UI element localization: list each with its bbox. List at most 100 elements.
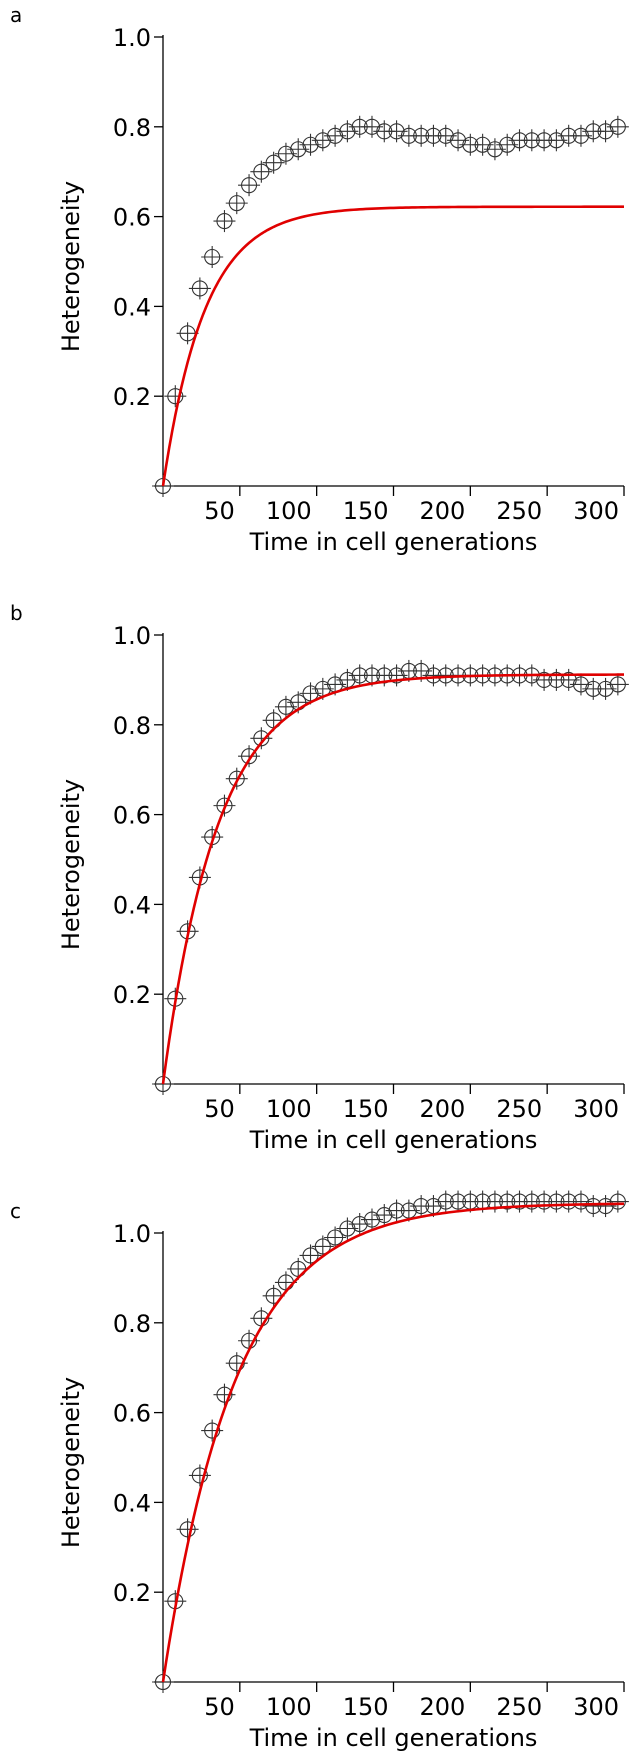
- data-marker: [486, 141, 503, 158]
- data-marker: [253, 730, 270, 747]
- data-marker: [609, 118, 626, 135]
- data-point: [299, 1244, 322, 1267]
- data-point: [569, 1190, 592, 1213]
- data-point: [274, 695, 297, 718]
- fit-curve: [161, 205, 624, 487]
- data-marker: [609, 1193, 626, 1210]
- data-marker: [302, 136, 319, 153]
- y-tick-label: 0.8: [113, 712, 151, 740]
- data-marker: [228, 770, 245, 787]
- data-point: [299, 682, 322, 705]
- data-marker: [376, 1206, 393, 1224]
- data-point: [324, 1226, 347, 1249]
- data-point: [594, 1195, 617, 1218]
- x-tick-label: 200: [420, 1095, 466, 1123]
- data-point: [324, 124, 347, 147]
- data-point: [594, 677, 617, 700]
- x-tick-label: 150: [343, 1693, 389, 1721]
- data-marker: [265, 154, 282, 171]
- x-tick-label: 250: [496, 497, 542, 525]
- data-marker: [572, 127, 590, 144]
- data-marker: [597, 123, 614, 140]
- data-point: [311, 129, 334, 152]
- data-marker: [499, 136, 516, 153]
- y-tick-label: 0.8: [113, 114, 151, 142]
- data-marker: [609, 676, 626, 693]
- y-tick-label: 0.6: [113, 204, 151, 232]
- data-marker: [204, 248, 221, 266]
- data-point: [373, 1204, 396, 1227]
- data-point: [262, 151, 285, 174]
- x-tick-label: 50: [204, 1095, 235, 1123]
- data-point: [385, 664, 408, 687]
- data-point: [360, 1208, 383, 1231]
- data-marker: [597, 680, 614, 697]
- y-tick-label: 0.4: [113, 293, 151, 321]
- y-tick-label: 1.0: [113, 622, 151, 650]
- data-marker: [216, 213, 233, 230]
- data-marker: [179, 1521, 196, 1538]
- data-marker: [241, 177, 258, 194]
- x-tick-label: 150: [343, 1095, 389, 1123]
- data-marker: [351, 1215, 368, 1233]
- x-tick-label: 100: [266, 1095, 312, 1123]
- data-point: [238, 174, 261, 197]
- x-tick-label: 50: [204, 1693, 235, 1721]
- data-marker: [363, 1211, 381, 1228]
- data-point: [225, 1352, 248, 1375]
- data-marker: [228, 195, 245, 212]
- data-point: [606, 115, 629, 138]
- data-point: [360, 115, 383, 138]
- data-point: [348, 1213, 371, 1236]
- data-marker: [560, 671, 577, 688]
- data-point: [594, 120, 617, 143]
- x-tick-label: 250: [496, 1095, 542, 1123]
- data-point: [225, 192, 248, 215]
- panel-label: b: [10, 601, 23, 625]
- y-tick-label: 0.8: [113, 1310, 151, 1338]
- data-point: [213, 1383, 236, 1406]
- x-tick-label: 200: [420, 1693, 466, 1721]
- data-point: [188, 1464, 211, 1487]
- data-point: [250, 160, 273, 183]
- panel-label: a: [10, 3, 22, 27]
- x-tick-label: 200: [420, 497, 466, 525]
- data-marker: [437, 127, 454, 144]
- data-point: [336, 120, 359, 143]
- data-point: [557, 668, 580, 691]
- y-tick-label: 0.2: [113, 1579, 151, 1607]
- data-point: [287, 138, 310, 161]
- data-marker: [302, 685, 319, 702]
- data-point: [299, 133, 322, 156]
- y-axis-title: Heterogeneity: [57, 1377, 85, 1548]
- data-marker: [253, 163, 270, 180]
- data-marker: [277, 698, 294, 715]
- x-tick-label: 300: [573, 1693, 619, 1721]
- y-tick-label: 0.4: [113, 891, 151, 919]
- data-point: [569, 124, 592, 147]
- data-marker: [572, 676, 590, 693]
- x-tick-label: 300: [573, 497, 619, 525]
- data-point: [201, 1419, 224, 1442]
- y-tick-label: 0.2: [113, 981, 151, 1009]
- data-point: [188, 277, 211, 300]
- x-axis-title: Time in cell generations: [249, 1724, 538, 1752]
- x-axis-title: Time in cell generations: [249, 528, 538, 556]
- data-point: [545, 129, 568, 152]
- data-marker: [216, 797, 233, 814]
- y-tick-label: 1.0: [113, 1220, 151, 1248]
- data-point: [164, 385, 187, 408]
- data-marker: [314, 1238, 331, 1255]
- y-tick-label: 0.6: [113, 1400, 151, 1428]
- data-point: [434, 124, 457, 147]
- data-marker: [191, 1467, 208, 1484]
- data-point: [336, 1217, 359, 1240]
- data-marker: [302, 1247, 319, 1264]
- data-marker: [327, 127, 344, 144]
- data-marker: [327, 1229, 344, 1246]
- data-marker: [277, 145, 294, 162]
- data-marker: [597, 1198, 614, 1215]
- fit-curve: [161, 673, 625, 1085]
- fit-curve: [161, 1202, 625, 1683]
- x-tick-label: 300: [573, 1095, 619, 1123]
